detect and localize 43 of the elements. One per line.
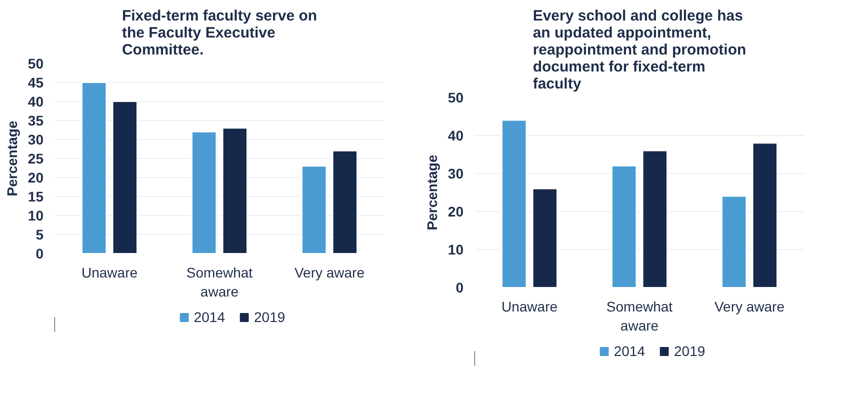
- y-tick-label: 20: [28, 170, 44, 186]
- y-tick-label: 20: [448, 204, 464, 220]
- bar: [642, 150, 668, 288]
- bar: [302, 166, 327, 254]
- y-tick-label: 45: [28, 74, 44, 90]
- y-axis-title: Percentage: [424, 154, 440, 230]
- y-tick-label: 10: [28, 208, 44, 224]
- bar: [222, 128, 248, 254]
- bar: [332, 150, 358, 254]
- bar: [752, 142, 778, 288]
- y-tick-label: 40: [28, 94, 44, 110]
- bar: [532, 188, 558, 288]
- y-tick-label: 30: [448, 166, 464, 182]
- y-tick-label: 50: [28, 56, 44, 72]
- y-tick-label: 30: [28, 132, 44, 148]
- y-tick-label: 35: [28, 112, 44, 128]
- y-tick-label: 15: [28, 188, 44, 204]
- chart-title: Every school and college has an updated appointment, reappointment and promotion document for fixed-term faculty: [532, 8, 746, 92]
- y-tick-label: 25: [28, 150, 44, 166]
- x-tick-label: Very aware: [714, 298, 785, 314]
- legend-label: 2019: [254, 309, 286, 325]
- x-tick-label: Somewhat aware: [186, 264, 253, 300]
- y-tick-label: 0: [36, 246, 44, 262]
- y-tick-label: 50: [448, 90, 464, 106]
- y-tick-label: 10: [448, 242, 464, 258]
- x-tick-label: Unaware: [81, 264, 138, 280]
- bar: [192, 131, 217, 254]
- bar: [112, 101, 138, 254]
- legend-label: 2014: [614, 343, 645, 359]
- chart-title: Fixed-term faculty serve on the Faculty Executive Committee.: [122, 8, 318, 58]
- y-tick-label: 0: [456, 280, 464, 296]
- bar: [502, 120, 527, 288]
- legend-label: 2014: [194, 309, 225, 325]
- y-axis-title: Percentage: [4, 120, 20, 196]
- y-tick-label: 5: [36, 226, 44, 242]
- bar: [612, 165, 637, 288]
- x-tick-label: Unaware: [501, 298, 558, 314]
- legend-label: 2019: [674, 343, 706, 359]
- x-tick-label: Very aware: [294, 264, 365, 280]
- x-tick-label: Somewhat aware: [606, 298, 673, 334]
- y-tick-label: 40: [448, 128, 464, 144]
- bar: [82, 82, 107, 254]
- bar: [722, 196, 747, 288]
